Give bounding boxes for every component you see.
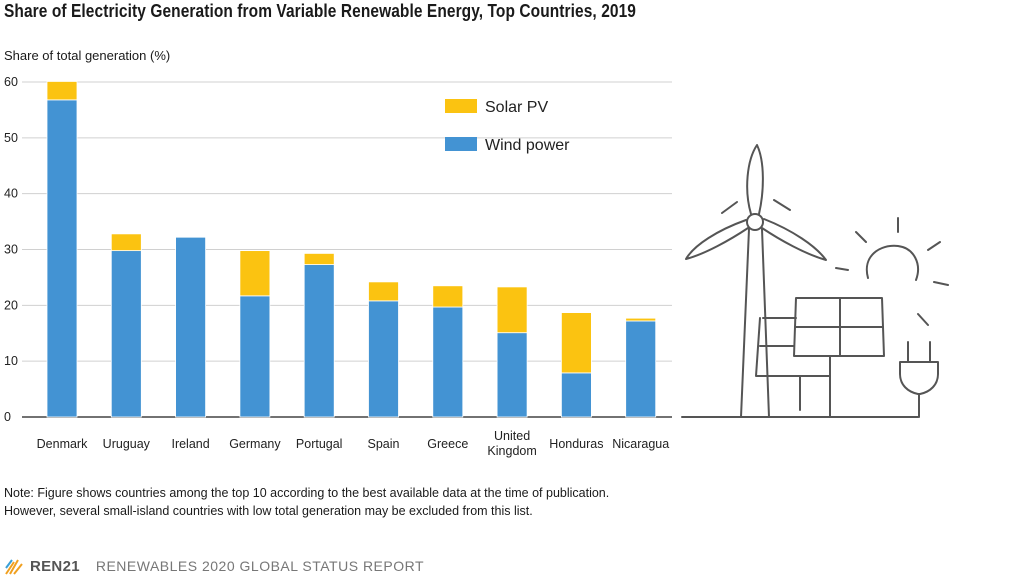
bar-wind-power xyxy=(432,306,464,418)
bar-wind-power xyxy=(625,320,657,418)
bar-wind-power xyxy=(303,264,335,418)
chart-note: Note: Figure shows countries among the t… xyxy=(4,484,704,520)
bar-wind-power xyxy=(368,300,399,418)
x-category-label: United Kingdom xyxy=(487,429,536,458)
x-category-label: Portugal xyxy=(296,437,343,451)
footer-brand: REN21 xyxy=(30,557,80,575)
bar-wind-power xyxy=(561,372,592,418)
y-tick-label: 0 xyxy=(4,410,11,424)
chart-title: Share of Electricity Generation from Var… xyxy=(4,1,636,21)
x-category-label: Denmark xyxy=(37,437,88,451)
bar-solar-pv xyxy=(110,233,142,252)
y-tick-label: 30 xyxy=(4,243,18,257)
bar-solar-pv xyxy=(368,281,399,302)
note-line-2: However, several small-island countries … xyxy=(4,504,533,518)
bar-wind-power xyxy=(239,295,271,418)
x-category-label: Honduras xyxy=(549,437,603,451)
sun-icon xyxy=(835,217,949,326)
bar-wind-power xyxy=(496,332,528,418)
y-axis-label: Share of total generation (%) xyxy=(4,48,171,63)
bar-solar-pv xyxy=(432,285,464,308)
y-tick-label: 60 xyxy=(4,75,18,89)
legend-label: Wind power xyxy=(485,137,570,154)
bar-wind-power xyxy=(46,99,78,418)
bar-solar-pv xyxy=(496,286,528,334)
bar-solar-pv xyxy=(46,81,78,101)
renewable-energy-illustration xyxy=(681,144,949,418)
x-category-label: Spain xyxy=(368,437,400,451)
x-category-label: Greece xyxy=(427,437,468,451)
ren21-logo-icon xyxy=(5,559,23,575)
solar-panel-icon xyxy=(755,297,885,418)
bar-solar-pv xyxy=(239,250,271,297)
plug-icon xyxy=(899,341,939,418)
footer: REN21 RENEWABLES 2020 GLOBAL STATUS REPO… xyxy=(4,555,424,577)
y-tick-label: 10 xyxy=(4,354,18,368)
y-tick-label: 40 xyxy=(4,187,18,201)
y-tick-label: 50 xyxy=(4,131,18,145)
bar-solar-pv xyxy=(561,312,592,374)
legend-swatch xyxy=(445,99,477,113)
note-line-1: Note: Figure shows countries among the t… xyxy=(4,486,610,500)
x-category-label: Uruguay xyxy=(103,437,151,451)
bar-wind-power xyxy=(175,236,207,418)
x-category-label: Germany xyxy=(229,437,281,451)
legend-label: Solar PV xyxy=(485,99,548,116)
stacked-bar-chart: 0 10 20 30 40 50 60 Denmark Uruguay Ireland German… xyxy=(4,75,949,458)
x-category-label: Nicaragua xyxy=(612,437,669,451)
footer-report-name: RENEWABLES 2020 GLOBAL STATUS REPORT xyxy=(95,558,425,574)
bar-solar-pv xyxy=(303,253,335,265)
bar-solar-pv xyxy=(625,317,657,322)
wind-turbine-icon xyxy=(685,144,827,418)
bar-wind-power xyxy=(110,250,142,418)
y-tick-label: 20 xyxy=(4,298,18,312)
x-category-label: Ireland xyxy=(171,437,209,451)
legend-swatch xyxy=(445,137,477,151)
